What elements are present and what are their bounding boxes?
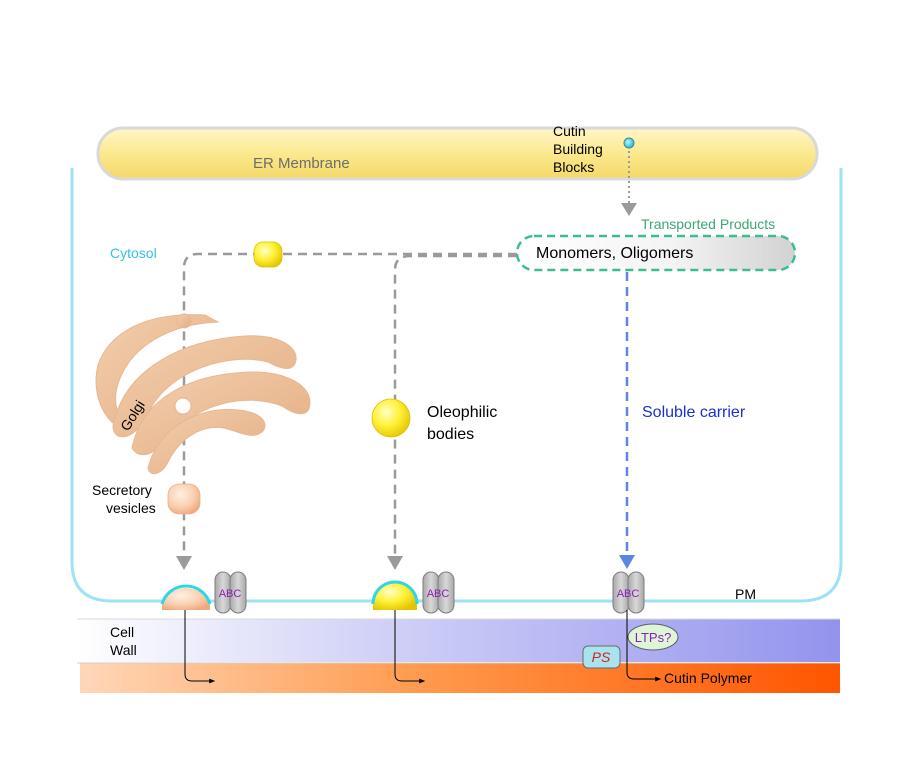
soluble-carrier-label: Soluble carrier [642,404,746,421]
oleophilic-body [371,398,411,438]
secretory-label-line2: vesicles [106,500,156,516]
abc-label-1: ABC [219,588,242,600]
cell-wall-band [77,619,840,662]
cytosol-label: Cytosol [110,245,157,261]
cutin-label-line1: Cutin [553,123,586,139]
export-arrow-left [184,610,216,684]
ltps-label: LTPs? [635,630,672,645]
cell-wall-label-line2: Wall [110,642,137,658]
ps-label: PS [592,649,611,665]
export-arrow-right [626,610,662,682]
ps-box [582,645,621,669]
transported-products-label: Transported Products [641,216,775,232]
abc-transporter-1: ABC [214,571,247,614]
fused-oleophilic-body [373,582,417,610]
oleophilic-label-line1: Oleophilic [427,404,497,421]
abc-label-2: ABC [427,588,450,600]
oleophilic-route-arrowhead [387,556,403,570]
cutin-building-block-dot [623,137,635,149]
fused-oleophilic-membrane [371,580,419,605]
abc-transporter-2: ABC [422,571,455,614]
oleophilic-label-line2: bodies [427,426,474,443]
golgi-route-arrowhead [176,556,192,570]
soluble-carrier-arrowhead [619,555,635,569]
er-export-arrowhead [621,203,637,216]
ltps-bubble [627,623,679,651]
cutin-polymer-label: Cutin Polymer [664,670,752,686]
golgi-route-dashed-line [182,252,517,562]
golgi-apparatus [95,313,311,475]
cell-outline [70,168,843,603]
monomers-oligomers-label: Monomers, Oligomers [536,245,693,262]
cutin-polymer-band [80,663,840,693]
fused-vesicle-membrane-left [160,584,212,605]
yellow-carrier-vesicle [253,241,283,268]
er-membrane-label: ER Membrane [253,155,350,172]
fused-secretory-vesicle [162,588,210,610]
cutin-label-line3: Blocks [553,159,594,175]
pm-label: PM [735,586,756,602]
abc-label-3: ABC [617,588,640,600]
export-arrow-middle [394,610,426,684]
secretory-vesicle [167,483,201,515]
oleophilic-route-dashed-line [393,254,517,562]
cell-wall-label-line1: Cell [110,624,134,640]
monomers-oligomers-box [515,234,797,272]
abc-transporter-3: ABC [612,571,645,614]
secretory-label-line1: Secretory [92,482,152,498]
er-membrane [96,126,819,181]
cutin-label-line2: Building [553,141,603,157]
